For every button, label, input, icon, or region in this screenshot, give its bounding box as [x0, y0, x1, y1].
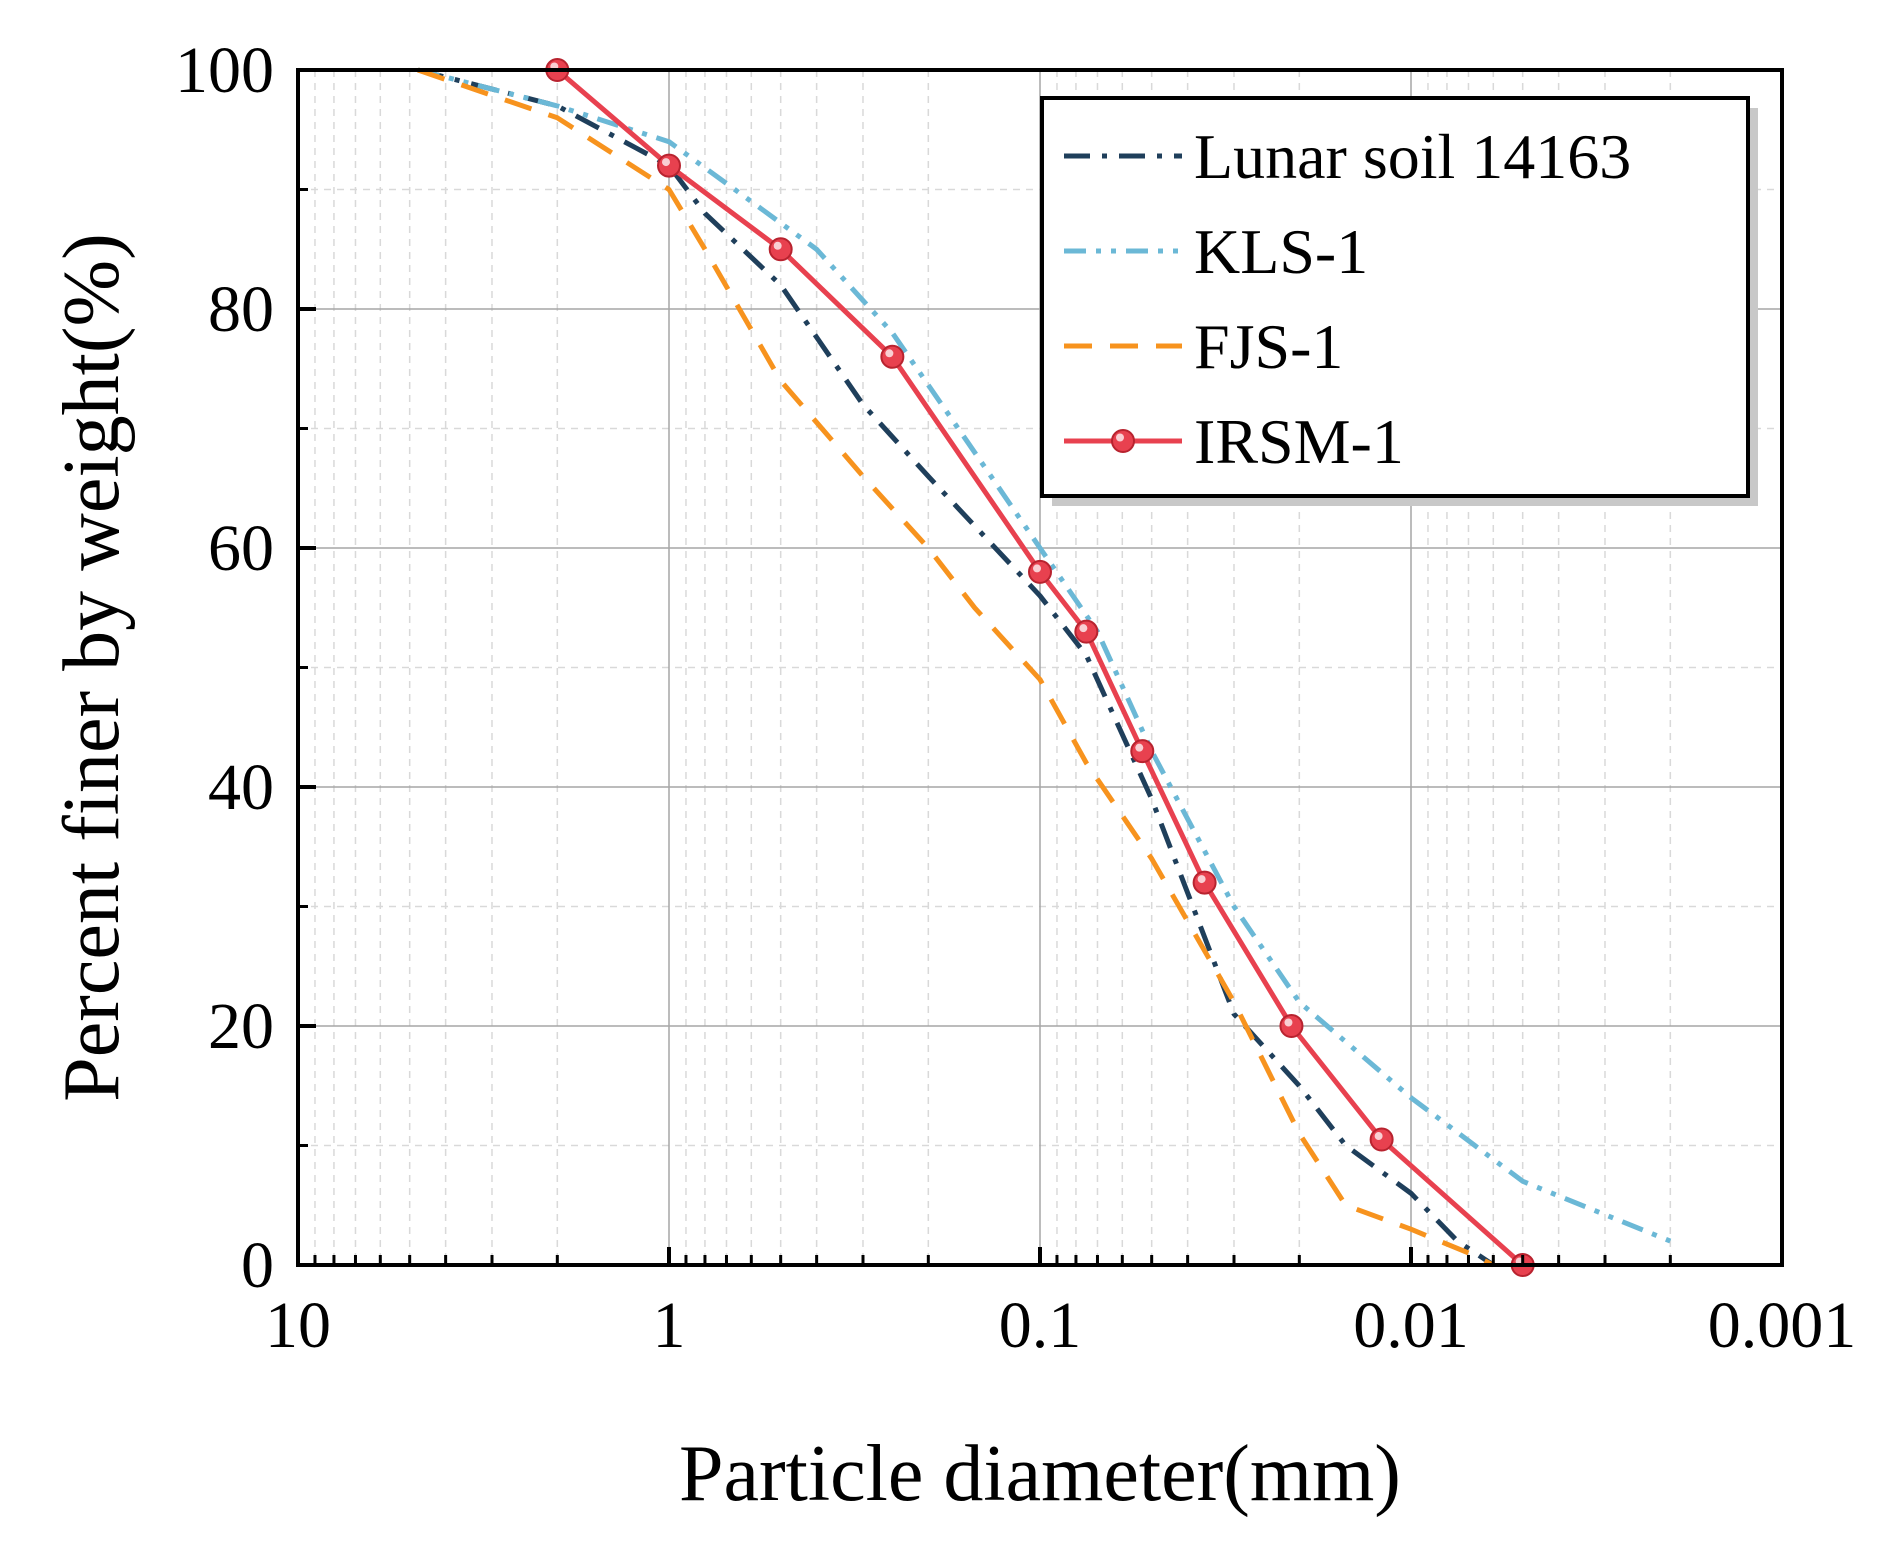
data-point-irsm-1: [880, 344, 905, 369]
x-tick-label: 1: [653, 1289, 686, 1362]
x-tick-label: 0.01: [1353, 1289, 1469, 1362]
data-point-highlight: [1079, 624, 1088, 633]
y-tick-label: 20: [208, 990, 274, 1063]
x-axis-label: Particle diameter(mm): [679, 1430, 1401, 1518]
data-point-irsm-1: [657, 153, 681, 178]
data-point-highlight: [885, 349, 894, 358]
data-point-irsm-1: [1130, 739, 1155, 764]
data-point-irsm-1: [1279, 1014, 1304, 1038]
y-tick-label: 40: [208, 751, 274, 824]
data-point-irsm-1: [1192, 870, 1217, 895]
data-point-highlight: [662, 158, 670, 167]
y-tick-label: 80: [208, 273, 274, 346]
data-point-highlight: [1374, 1132, 1383, 1141]
x-tick-labels: 10 1 0.1 0.01 0.001: [265, 1289, 1856, 1362]
y-axis-label: Percent finer by weight(%): [48, 233, 136, 1102]
data-point-highlight: [773, 241, 782, 250]
data-point-highlight: [1033, 564, 1041, 573]
ticks-layer: [296, 68, 1784, 1267]
x-tick-label: 0.1: [999, 1289, 1082, 1362]
legend-label-kls-1: KLS-1: [1194, 216, 1368, 287]
data-point-highlight: [1284, 1018, 1293, 1027]
legend-label-irsm-1: IRSM-1: [1194, 406, 1404, 477]
data-point-highlight: [1197, 875, 1206, 884]
y-tick-label: 100: [175, 34, 274, 107]
data-point-irsm-1: [1028, 559, 1052, 584]
data-point-highlight: [1135, 743, 1144, 752]
data-point-irsm-1: [1074, 619, 1099, 644]
legend-marker-irsm-1: [1111, 429, 1135, 453]
y-tick-labels: 0 20 40 60 80 100: [175, 34, 274, 1302]
y-tick-label: 0: [241, 1229, 274, 1302]
legend-marker-highlight: [1116, 433, 1124, 442]
x-tick-label: 10: [265, 1289, 331, 1362]
legend: Lunar soil 14163 KLS-1 FJS-1 IRSM-1: [1040, 96, 1758, 506]
legend-label-fjs-1: FJS-1: [1194, 311, 1343, 382]
legend-box: [1040, 96, 1750, 498]
legend-label-lunar-soil-14163: Lunar soil 14163: [1194, 121, 1631, 192]
y-tick-label: 60: [208, 512, 274, 585]
data-point-irsm-1: [1369, 1127, 1394, 1152]
series-line-kls-1: [417, 67, 1672, 1244]
series-layer: [417, 58, 1672, 1277]
series-line-lunar-soil-14163: [417, 67, 1495, 1268]
x-tick-label: 0.001: [1708, 1289, 1857, 1362]
data-point-irsm-1: [768, 237, 793, 262]
series-line-fjs-1: [417, 67, 1495, 1268]
